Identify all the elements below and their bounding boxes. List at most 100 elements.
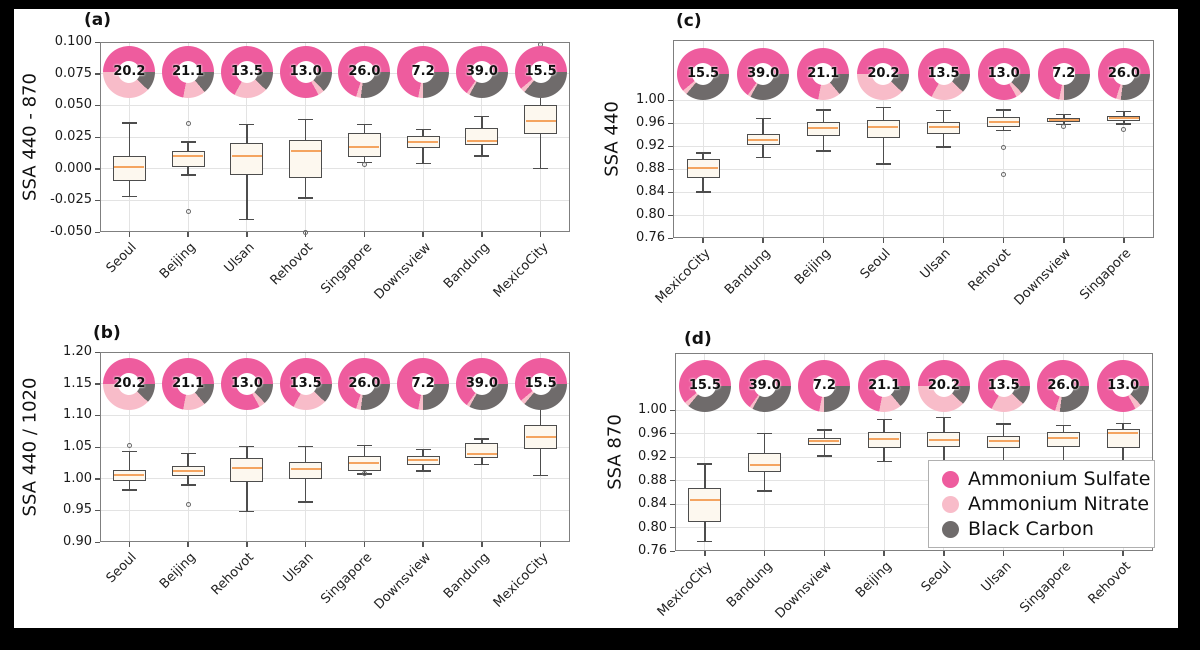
whisker-cap — [474, 115, 490, 118]
x-tick-mark — [481, 542, 483, 547]
donut-value: 7.2 — [1052, 65, 1076, 81]
whisker-cap — [996, 423, 1012, 425]
boxplot-box — [806, 122, 840, 136]
donut-value: 13.5 — [289, 375, 322, 391]
donut-hole — [529, 61, 552, 83]
outlier-point — [185, 209, 191, 215]
y-tick-mark — [670, 409, 675, 411]
aerosol-donut-chart: 20.2 — [103, 46, 156, 98]
boxplot-box — [465, 443, 499, 459]
ammonium-nitrate-swatch-icon — [942, 495, 959, 513]
x-tick-mark — [246, 542, 248, 547]
whisker-cap — [1115, 422, 1131, 425]
whisker-cap — [936, 109, 952, 112]
boxplot-box — [347, 133, 381, 158]
y-tick-label: 0.100 — [54, 34, 92, 49]
y-gridline — [673, 122, 1154, 124]
aerosol-donut-chart: 39.0 — [738, 360, 791, 412]
aerosol-donut-chart: 13.5 — [917, 48, 970, 100]
y-tick-mark — [95, 231, 100, 233]
aerosol-donut-chart: 13.0 — [1097, 360, 1150, 412]
whisker-cap — [356, 444, 372, 447]
aerosol-donut-chart: 15.5 — [678, 360, 731, 412]
aerosol-donut-chart: 7.2 — [397, 46, 450, 98]
donut-value: 15.5 — [688, 377, 721, 393]
median-line — [809, 440, 840, 443]
outlier-point — [1001, 172, 1007, 178]
x-tick-mark — [187, 542, 189, 547]
y-tick-label: 0.84 — [638, 496, 667, 511]
x-tick-mark — [883, 551, 885, 556]
plot-frame — [100, 42, 570, 232]
whisker-cap — [1116, 110, 1132, 113]
y-gridline — [675, 527, 1153, 528]
x-tick-mark — [823, 551, 826, 556]
donut-value: 39.0 — [748, 377, 781, 393]
donut-value: 21.1 — [172, 375, 205, 391]
donut-value: 21.1 — [172, 63, 205, 79]
whisker-cap — [876, 418, 892, 421]
median-line — [868, 126, 899, 129]
donut-value: 15.5 — [687, 65, 720, 81]
whisker-cap — [996, 109, 1012, 111]
aerosol-donut-chart: 26.0 — [338, 46, 391, 98]
donut-value: 20.2 — [113, 375, 146, 391]
y-gridline — [673, 191, 1154, 193]
y-tick-label: 1.05 — [63, 439, 92, 454]
aerosol-donut-chart: 26.0 — [338, 358, 391, 410]
y-tick-label: -0.050 — [50, 224, 92, 239]
x-tick-mark — [762, 238, 764, 243]
y-gridline — [675, 480, 1153, 481]
whisker-cap — [239, 445, 255, 448]
outlier-point — [185, 120, 191, 126]
whisker-cap — [876, 460, 892, 463]
panel-label-a: (a) — [84, 10, 112, 30]
donut-hole — [470, 61, 493, 83]
donut-hole — [812, 63, 835, 85]
whisker-cap — [875, 163, 891, 165]
whisker-cap — [474, 438, 490, 440]
donut-value: 7.2 — [411, 375, 435, 391]
y-tick-mark — [95, 199, 100, 202]
donut-hole — [693, 375, 716, 397]
whisker-cap — [121, 450, 137, 453]
outlier-point — [126, 443, 132, 449]
y-tick-label: 0.84 — [636, 184, 665, 199]
y-tick-label: 1.00 — [638, 402, 667, 417]
whisker-cap — [180, 452, 196, 455]
aerosol-donut-chart: 7.2 — [397, 358, 450, 410]
y-tick-label: 1.00 — [636, 92, 665, 107]
y-tick-mark — [668, 214, 673, 216]
median-line — [290, 467, 321, 470]
boxplot-box — [230, 458, 264, 482]
x-tick-mark — [422, 232, 424, 237]
aerosol-donut-chart: 20.2 — [103, 358, 156, 410]
donut-value: 21.1 — [807, 65, 840, 81]
median-line — [1048, 437, 1079, 440]
donut-value: 26.0 — [348, 375, 381, 391]
x-tick-mark — [1122, 551, 1124, 556]
outlier-point — [361, 471, 367, 477]
panel-label-d: (d) — [684, 329, 712, 349]
y-tick-mark — [95, 351, 100, 353]
donut-value: 13.0 — [230, 375, 263, 391]
donut-value: 13.5 — [230, 63, 263, 79]
whisker-cap — [695, 191, 711, 193]
y-tick-mark — [95, 446, 100, 448]
whisker-cap — [298, 501, 314, 503]
whisker-cap — [533, 474, 549, 477]
whisker-cap — [415, 470, 431, 472]
median-line — [869, 438, 900, 441]
plot-frame — [675, 353, 1153, 551]
y-tick-mark — [668, 99, 673, 101]
boxplot-box — [1046, 432, 1080, 447]
y-tick-mark — [670, 527, 675, 529]
median-line — [1108, 117, 1139, 120]
donut-hole — [1052, 375, 1075, 397]
x-tick-mark — [943, 551, 945, 556]
donut-hole — [294, 61, 317, 83]
y-gridline — [100, 414, 570, 416]
donut-hole — [177, 373, 200, 395]
x-tick-mark — [128, 542, 131, 547]
y-tick-mark — [95, 541, 100, 543]
